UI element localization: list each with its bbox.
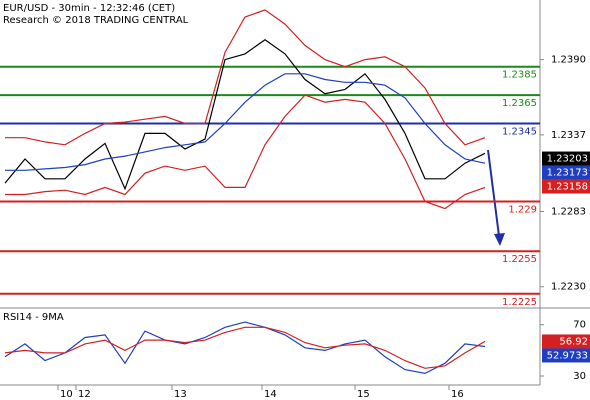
- x-tick-label: 16: [451, 389, 464, 400]
- x-tick-label: 14: [264, 389, 277, 400]
- level-label: 1.2365: [502, 98, 537, 109]
- y-tick-label: 1.2390: [551, 55, 586, 66]
- price-marker-label: 56.92: [559, 336, 588, 347]
- x-tick-label: 10: [60, 389, 73, 400]
- series-line: [4, 38, 486, 191]
- y-tick-label: 30: [573, 371, 586, 382]
- x-tick-label: 13: [174, 389, 187, 400]
- level-label: 1.2255: [502, 254, 537, 265]
- price-marker: [542, 348, 590, 363]
- x-tick-label: 15: [357, 389, 370, 400]
- series-line: [5, 94, 486, 210]
- y-tick-label: 1.2337: [551, 130, 586, 141]
- level-label: 1.2225: [502, 297, 537, 308]
- price-marker: [542, 179, 590, 194]
- chart-title: EUR/USD - 30min - 12:32:46 (CET): [3, 3, 175, 14]
- level-label: 1.2385: [502, 70, 537, 81]
- price-marker-label: 1.23173: [547, 168, 588, 179]
- forecast-arrow: [487, 149, 500, 237]
- forecast-arrow-head: [494, 233, 505, 246]
- price-marker-label: 1.23203: [547, 154, 588, 165]
- price-marker: [542, 165, 590, 180]
- price-marker-label: 1.23158: [547, 182, 588, 193]
- y-tick-label: 70: [573, 320, 586, 331]
- y-tick-label: 1.2230: [551, 282, 586, 293]
- y-tick-label: 1.2283: [551, 206, 586, 217]
- price-marker: [542, 334, 590, 349]
- chart-subtitle: Research © 2018 TRADING CENTRAL: [3, 15, 189, 26]
- price-marker-label: 52.9733: [547, 350, 588, 361]
- rsi-title: RSI14 - 9MA: [3, 312, 64, 323]
- price-marker: [542, 151, 590, 166]
- level-label: 1.229: [508, 205, 537, 216]
- series-line: [5, 73, 486, 171]
- level-label: 1.2345: [502, 126, 537, 137]
- x-tick-label: 12: [78, 389, 91, 400]
- series-line: [4, 321, 486, 375]
- series-line: [5, 9, 486, 146]
- series-line: [4, 326, 486, 369]
